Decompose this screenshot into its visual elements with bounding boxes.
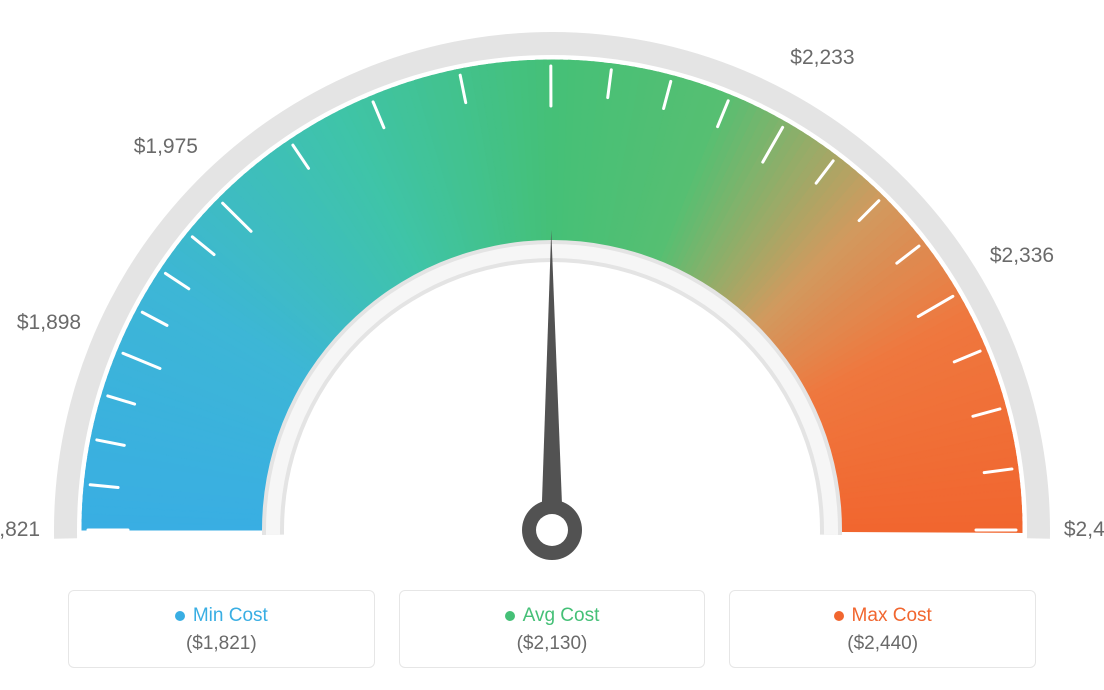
legend-card-min: Min Cost ($1,821) [68, 590, 375, 668]
dot-icon [505, 611, 515, 621]
dot-icon [175, 611, 185, 621]
legend-label: Min Cost [193, 605, 268, 627]
gauge-tick-label: $2,336 [990, 244, 1054, 268]
legend-value: ($1,821) [79, 633, 364, 655]
legend-title-avg: Avg Cost [505, 605, 600, 627]
legend-label: Max Cost [852, 605, 932, 627]
dot-icon [834, 611, 844, 621]
legend-card-max: Max Cost ($2,440) [729, 590, 1036, 668]
gauge-tick-label: $2,440 [1064, 518, 1104, 542]
legend-label: Avg Cost [523, 605, 600, 627]
legend-value: ($2,440) [740, 633, 1025, 655]
gauge-tick-label: $1,821 [0, 518, 40, 542]
gauge-svg [0, 0, 1104, 570]
gauge-tick-label: $2,233 [790, 46, 854, 70]
gauge-tick-label: $1,975 [134, 135, 198, 159]
gauge-chart: $1,821$1,898$1,975$2,130$2,233$2,336$2,4… [0, 0, 1104, 570]
legend-title-min: Min Cost [175, 605, 268, 627]
legend-title-max: Max Cost [834, 605, 932, 627]
legend-card-avg: Avg Cost ($2,130) [399, 590, 706, 668]
gauge-tick-label: $1,898 [17, 311, 81, 335]
legend-value: ($2,130) [410, 633, 695, 655]
legend-row: Min Cost ($1,821) Avg Cost ($2,130) Max … [0, 590, 1104, 668]
